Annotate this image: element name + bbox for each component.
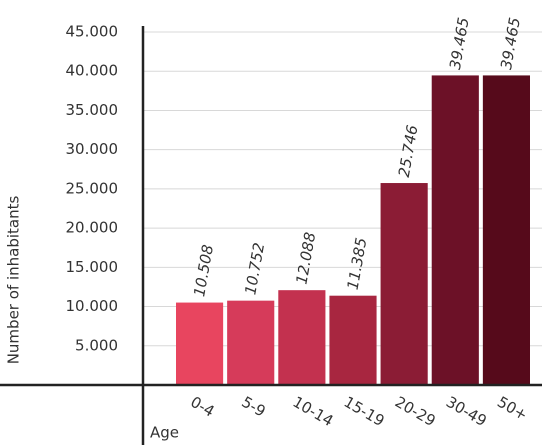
bar (482, 75, 530, 385)
y-tick-label: 25.000 (66, 179, 119, 197)
bar (227, 300, 275, 385)
y-tick-label: 5.000 (75, 336, 118, 354)
x-tick-label: 15-19 (341, 393, 388, 430)
y-tick-label: 15.000 (66, 258, 119, 276)
value-label: 12.088 (293, 231, 320, 286)
y-tick-label: 30.000 (66, 140, 119, 158)
y-axis-label: Number of inhabitants (5, 196, 23, 365)
bar (431, 75, 479, 385)
value-label: 25.746 (395, 124, 422, 179)
value-label: 11.385 (344, 236, 371, 291)
x-axis-label: Age (150, 424, 179, 442)
y-tick-label: 40.000 (66, 62, 119, 80)
bar (278, 290, 326, 385)
value-label: 10.508 (190, 243, 217, 298)
y-tick-label: 10.000 (66, 297, 119, 315)
x-tick-label: 30-49 (443, 393, 490, 430)
x-tick-label: 50+ (494, 393, 530, 424)
x-tick-label: 10-14 (290, 393, 337, 430)
bar (329, 295, 377, 385)
bar (380, 183, 428, 385)
x-tick-label: 5-9 (238, 393, 268, 421)
y-tick-label: 35.000 (66, 101, 119, 119)
value-label: 10.752 (241, 241, 268, 296)
y-tick-label: 45.000 (66, 23, 119, 41)
x-tick-label: 20-29 (392, 393, 439, 430)
x-tick-label: 0-4 (187, 393, 217, 421)
value-label: 39.465 (497, 16, 524, 71)
y-tick-label: 20.000 (66, 219, 119, 237)
value-label: 39.465 (446, 16, 473, 71)
bar (176, 302, 224, 385)
